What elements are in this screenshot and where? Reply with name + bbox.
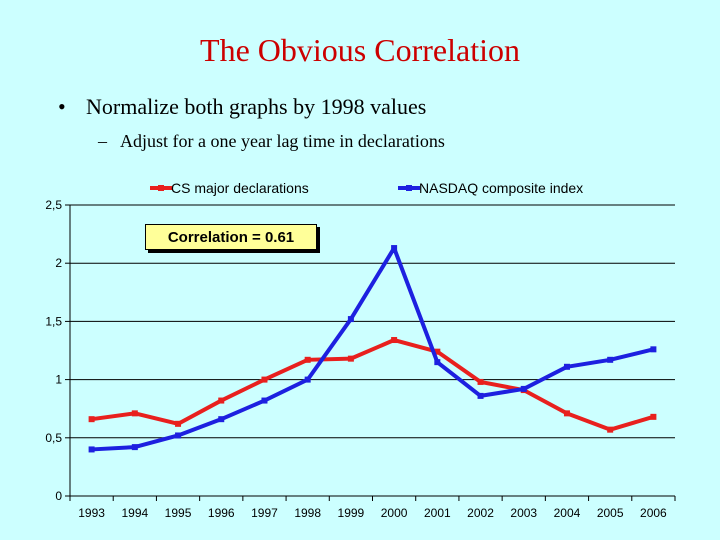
x-tick-label: 1999 — [338, 506, 365, 520]
nasdaq-index-point — [131, 444, 138, 451]
nasdaq-index-point — [304, 376, 311, 383]
cs-declarations-point — [131, 410, 138, 417]
cs-declarations-point — [607, 426, 614, 433]
x-tick-label: 2004 — [554, 506, 581, 520]
cs-declarations-point — [650, 413, 657, 420]
cs-declarations-point — [218, 397, 225, 404]
y-tick-label: 1 — [55, 373, 62, 387]
nasdaq-index-point — [347, 316, 354, 323]
y-tick-label: 0,5 — [45, 431, 62, 445]
nasdaq-index-point — [607, 356, 614, 363]
legend-label: NASDAQ composite index — [419, 180, 583, 196]
cs-declarations-line — [91, 338, 654, 432]
sub-bullet-marker: – — [98, 131, 107, 151]
y-tick-label: 1,5 — [45, 314, 62, 328]
nasdaq-index-point — [391, 245, 398, 252]
nasdaq-index-point — [563, 363, 570, 370]
cs-declarations-point — [347, 355, 354, 362]
bullet-text: Normalize both graphs by 1998 values — [86, 94, 427, 119]
x-tick-label: 2000 — [381, 506, 408, 520]
cs-declarations-point — [477, 378, 484, 385]
y-tick-label: 2 — [55, 256, 62, 270]
y-tick-label: 2,5 — [45, 198, 62, 212]
x-tick-label: 2002 — [467, 506, 494, 520]
x-tick-label: 1997 — [251, 506, 278, 520]
legend-label: CS major declarations — [171, 180, 309, 196]
x-tick-label: 2006 — [640, 506, 667, 520]
line-chart: 0 0,5 1 1,5 2 2,5 1993 1994 1995 1996 1997 1998 1999… — [45, 180, 676, 520]
legend-marker — [158, 185, 164, 191]
nasdaq-index-point — [520, 385, 527, 392]
correlation-annotation: Correlation = 0.61 — [145, 224, 317, 250]
nasdaq-index-point — [434, 359, 441, 366]
sub-bullet-text: Adjust for a one year lag time in declar… — [120, 131, 445, 151]
cs-declarations-point — [391, 337, 398, 344]
nasdaq-index-point — [261, 397, 268, 404]
nasdaq-index-point — [477, 392, 484, 399]
x-tick-label: 1995 — [165, 506, 192, 520]
y-tick-label: 0 — [55, 489, 62, 503]
x-tick-label: 1996 — [208, 506, 235, 520]
cs-declarations-point — [304, 356, 311, 363]
sub-bullet-point: – Adjust for a one year lag time in decla… — [98, 131, 445, 152]
nasdaq-index-point — [650, 346, 657, 353]
bullet-point: • Normalize both graphs by 1998 values — [58, 94, 426, 120]
cs-declarations-point — [88, 416, 95, 423]
cs-declarations-point — [175, 420, 182, 427]
nasdaq-index-point — [218, 416, 225, 423]
nasdaq-index-point — [175, 432, 182, 439]
x-tick-label: 2005 — [597, 506, 624, 520]
cs-declarations-point — [261, 376, 268, 383]
x-tick-label: 2001 — [424, 506, 451, 520]
nasdaq-index-line — [91, 246, 654, 452]
bullet-marker: • — [58, 94, 66, 119]
cs-declarations-point — [434, 348, 441, 355]
x-tick-label: 2003 — [510, 506, 537, 520]
nasdaq-index-point — [88, 446, 95, 453]
x-tick-label: 1998 — [294, 506, 321, 520]
cs-declarations-point — [563, 410, 570, 417]
x-tick-label: 1993 — [78, 506, 105, 520]
slide-title: The Obvious Correlation — [200, 32, 520, 68]
x-tick-label: 1994 — [121, 506, 148, 520]
legend-marker — [406, 185, 412, 191]
